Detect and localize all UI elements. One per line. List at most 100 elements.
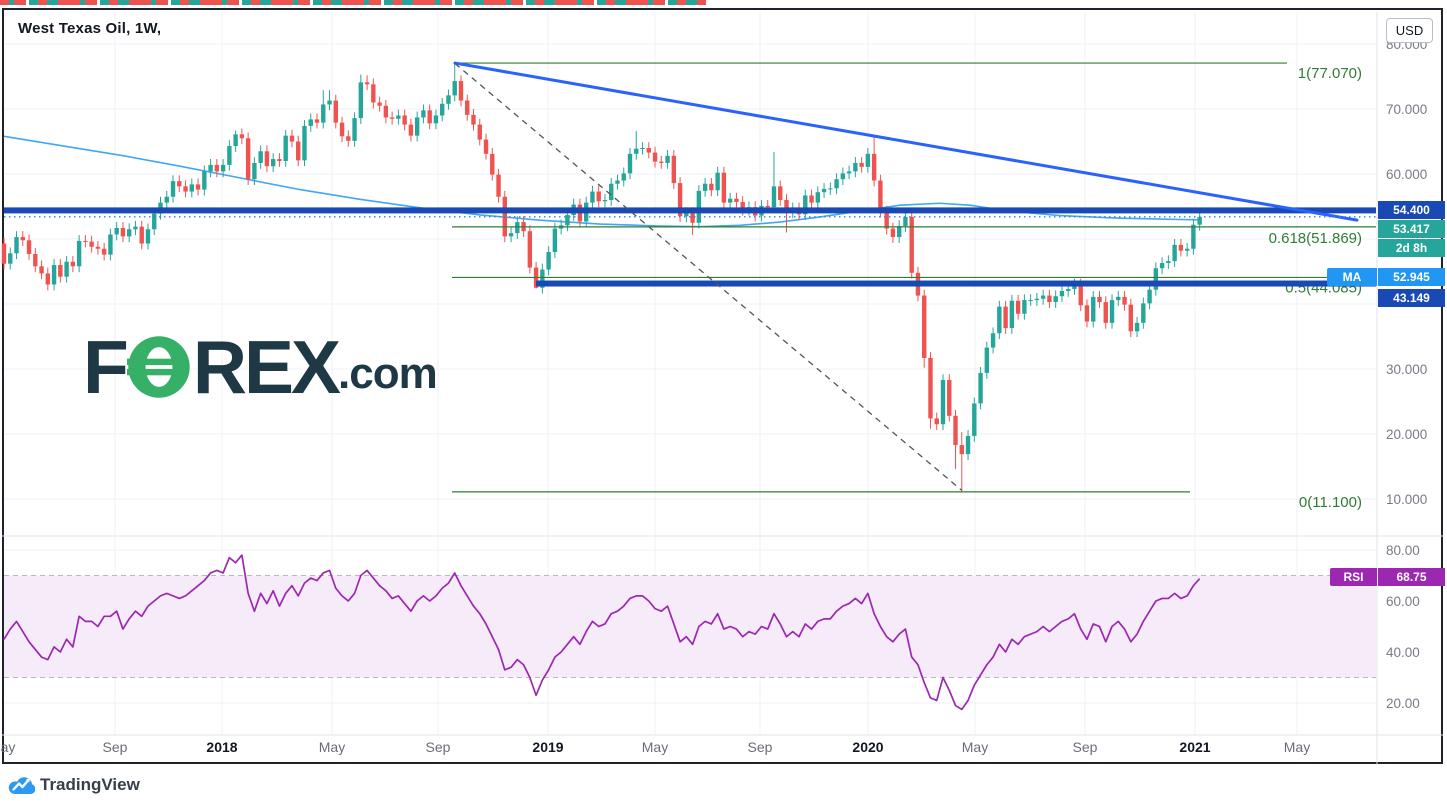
candle-body — [139, 226, 144, 244]
candle-body — [95, 246, 101, 249]
candle-body — [1015, 300, 1021, 314]
candle-body — [89, 241, 94, 247]
descending-trendline[interactable] — [453, 61, 1359, 222]
time-axis-label[interactable]: ay — [1, 739, 16, 755]
rsi-line[interactable] — [3, 554, 1201, 711]
candle-body — [834, 179, 839, 189]
candle-body — [972, 403, 977, 436]
candle-body — [346, 136, 351, 141]
time-axis-label[interactable]: 2020 — [852, 739, 883, 755]
candle-body — [195, 184, 201, 190]
candle-body — [934, 418, 939, 425]
candle-body — [233, 134, 238, 147]
time-axis-label[interactable]: Sep — [426, 739, 451, 755]
candle-body — [296, 141, 301, 161]
candle-body — [640, 148, 645, 149]
candle-body — [452, 81, 457, 96]
time-axis-label[interactable]: May — [962, 739, 988, 755]
candle-body — [1184, 248, 1190, 251]
candle-body — [1053, 296, 1058, 303]
watermark-text-rex: REX — [192, 325, 341, 409]
axis-value-badge: 53.417 — [1378, 220, 1445, 238]
candle-body — [8, 253, 13, 264]
candle-body — [665, 155, 670, 163]
candle-body — [189, 184, 194, 192]
candle-body — [314, 119, 320, 123]
candle-body — [383, 105, 389, 118]
candle-body — [20, 237, 25, 241]
candle-body — [308, 119, 313, 126]
candle-body — [283, 135, 288, 161]
candle-body — [684, 213, 689, 217]
candle-body — [953, 415, 958, 446]
time-axis-label[interactable]: Sep — [748, 739, 773, 755]
candle-body — [327, 100, 332, 105]
support-resistance-line[interactable] — [536, 280, 1376, 287]
candle-body — [133, 226, 138, 230]
candle-body — [202, 171, 207, 190]
candle-body — [903, 216, 908, 226]
candle-body — [890, 228, 896, 238]
candle-body — [552, 228, 558, 252]
candle-body — [258, 151, 263, 163]
axis-value-badge: 52.945 — [1378, 268, 1445, 286]
dashed-fib-anchor-line[interactable] — [454, 63, 963, 492]
candle-body — [1084, 305, 1090, 322]
candle-body — [408, 124, 414, 136]
candle-body — [1116, 296, 1121, 301]
candle-body — [101, 248, 107, 255]
time-axis-label[interactable]: May — [319, 739, 345, 755]
candle-body — [978, 372, 983, 404]
candle-body — [389, 117, 395, 119]
cropped-candles-strip — [0, 0, 706, 5]
watermark-text-f: F — [83, 325, 129, 409]
candle-body — [127, 229, 132, 237]
tradingview-attribution[interactable]: TradingView — [8, 775, 140, 795]
rsi-tick-label: 80.00 — [1386, 543, 1420, 558]
candle-body — [727, 198, 733, 203]
candle-body — [220, 164, 226, 172]
candle-body — [471, 114, 476, 125]
currency-button[interactable]: USD — [1386, 18, 1433, 43]
fib-label: 1(77.070) — [1298, 65, 1362, 82]
candle-body — [690, 213, 695, 223]
candle-body — [177, 181, 182, 187]
candle-body — [170, 181, 176, 197]
tradingview-cloud-icon — [8, 777, 35, 795]
candle-body — [828, 188, 833, 190]
candle-body — [1191, 224, 1196, 249]
fib-label: 0.618(51.869) — [1269, 230, 1362, 247]
rsi-tick-label: 40.00 — [1386, 645, 1420, 660]
time-axis-label[interactable]: Sep — [1073, 739, 1098, 755]
support-resistance-line[interactable] — [4, 207, 1376, 214]
candle-body — [14, 237, 19, 254]
candle-body — [840, 173, 846, 180]
time-axis-label[interactable]: 2021 — [1179, 739, 1210, 755]
candle-body — [64, 261, 69, 277]
candle-body — [615, 180, 620, 184]
candle-body — [803, 195, 808, 215]
price-tick-label: 30.000 — [1386, 362, 1427, 377]
candle-body — [108, 234, 113, 255]
time-axis-label[interactable]: May — [1284, 739, 1310, 755]
candle-body — [120, 227, 126, 237]
candle-body — [483, 139, 489, 154]
candle-body — [145, 229, 151, 244]
candle-body — [546, 252, 551, 270]
time-axis-label[interactable]: May — [642, 739, 668, 755]
candle-body — [634, 148, 639, 154]
candle-body — [940, 380, 946, 425]
time-axis-label[interactable]: Sep — [103, 739, 128, 755]
time-axis-label[interactable]: 2019 — [532, 739, 563, 755]
candle-body — [465, 100, 470, 115]
candle-body — [289, 135, 295, 142]
candle-body — [364, 82, 370, 85]
candle-body — [984, 347, 990, 373]
axis-value-badge: 43.149 — [1378, 289, 1445, 307]
forex-watermark: F REX .com — [83, 325, 438, 409]
rsi-tick-label: 60.00 — [1386, 594, 1420, 609]
price-tick-label: 70.000 — [1386, 102, 1427, 117]
time-axis-label[interactable]: 2018 — [206, 739, 237, 755]
candle-body — [765, 205, 770, 208]
